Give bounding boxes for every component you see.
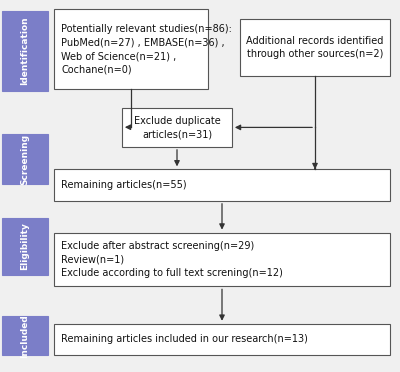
Bar bbox=[54, 324, 390, 355]
Bar bbox=[54, 232, 390, 286]
Text: Potentially relevant studies(n=86):
PubMed(n=27) , EMBASE(n=36) ,
Web of Science: Potentially relevant studies(n=86): PubM… bbox=[61, 24, 232, 75]
Text: Screening: Screening bbox=[20, 134, 30, 185]
Bar bbox=[240, 19, 390, 76]
Text: Remaining articles(n=55): Remaining articles(n=55) bbox=[61, 180, 187, 190]
Text: Exclude duplicate
articles(n=31): Exclude duplicate articles(n=31) bbox=[134, 116, 220, 139]
Text: Eligibility: Eligibility bbox=[20, 222, 30, 270]
Bar bbox=[2, 316, 48, 355]
Text: Included: Included bbox=[20, 314, 30, 357]
Bar bbox=[54, 9, 208, 89]
Bar bbox=[2, 134, 48, 184]
Bar bbox=[2, 11, 48, 91]
Bar bbox=[54, 169, 390, 201]
Bar bbox=[2, 218, 48, 275]
Text: Additional records identified
through other sources(n=2): Additional records identified through ot… bbox=[246, 36, 384, 59]
Text: Remaining articles included in our research(n=13): Remaining articles included in our resea… bbox=[61, 334, 308, 344]
Text: Exclude after abstract screening(n=29)
Review(n=1)
Exclude according to full tex: Exclude after abstract screening(n=29) R… bbox=[61, 241, 283, 278]
Text: Identification: Identification bbox=[20, 17, 30, 86]
Bar bbox=[122, 108, 232, 147]
